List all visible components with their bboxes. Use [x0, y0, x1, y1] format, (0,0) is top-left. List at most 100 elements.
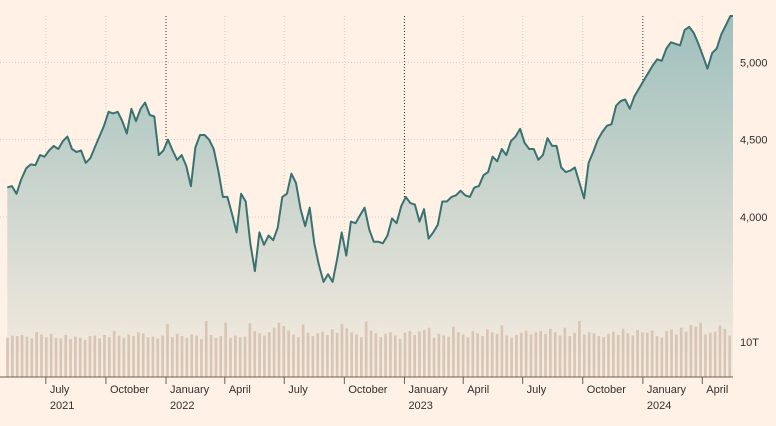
volume-bar [379, 337, 383, 377]
axes: 10T [0, 337, 759, 378]
volume-bar [151, 336, 155, 377]
y-tick-label: 4,000 [740, 212, 768, 224]
price-area [7, 16, 734, 377]
volume-bar [321, 331, 324, 377]
y-tick-label: 5,000 [740, 57, 768, 69]
volume-bar [267, 332, 271, 377]
volume-bar [573, 332, 576, 377]
volume-bar [340, 323, 344, 377]
x-tick-label-month: January [647, 384, 687, 396]
volume-bar [597, 336, 601, 377]
volume-bar [209, 335, 213, 377]
volume-bar [297, 337, 300, 377]
y-tick-label: 4,500 [740, 135, 768, 147]
volume-bar [200, 338, 203, 377]
volume-bar [137, 332, 140, 377]
x-tick-label-month: April [706, 384, 728, 396]
volume-bar [500, 325, 504, 377]
volume-bar [660, 337, 664, 377]
volume-bar [393, 335, 397, 377]
volume-bar [161, 335, 164, 377]
volume-bar [650, 330, 654, 377]
volume-bar [180, 336, 184, 377]
x-tick-label-year: 2023 [408, 400, 432, 412]
x-tick-label-month: July [50, 384, 70, 396]
volume-bar [301, 324, 305, 377]
volume-bar [641, 332, 644, 377]
volume-bar [621, 328, 625, 377]
volume-bar [214, 337, 218, 377]
volume-bar [35, 332, 38, 377]
volume-bar [418, 331, 421, 377]
volume-bar [592, 333, 596, 377]
volume-bar [403, 332, 407, 377]
volume-bar [398, 338, 402, 377]
volume-bar [25, 336, 29, 377]
volume-bar [587, 332, 591, 377]
volume-bar [437, 333, 441, 377]
volume-bar [248, 323, 252, 377]
volume-bar [83, 340, 87, 377]
volume-bar [326, 335, 329, 377]
volume-bar [355, 334, 358, 377]
volume-bar [6, 337, 9, 377]
volume-bar [447, 336, 450, 377]
x-tick-label-month: April [467, 384, 489, 396]
volume-bar [626, 333, 630, 377]
volume-bar [723, 328, 727, 377]
volume-bar [452, 326, 455, 377]
volume-bar [563, 327, 567, 377]
volume-bar [718, 325, 722, 377]
volume-bar [553, 332, 557, 377]
volume-bar [704, 334, 707, 377]
volume-bar [461, 334, 465, 377]
volume-bar [98, 338, 101, 377]
x-tick-label-month: July [527, 384, 547, 396]
volume-bar [544, 333, 547, 377]
volume-bar [675, 334, 678, 377]
volume-bar [645, 332, 649, 377]
volume-bar [127, 334, 131, 377]
volume-bar [699, 322, 702, 377]
volume-bar [408, 331, 412, 377]
volume-bar [442, 335, 446, 377]
volume-bar [655, 336, 659, 377]
volume-bar [93, 335, 97, 377]
volume-bar [345, 328, 349, 377]
volume-bar [316, 333, 320, 377]
volume-bar [44, 337, 48, 377]
volume-bar [466, 337, 470, 377]
volume-bar [175, 333, 179, 377]
volume-bar [360, 337, 363, 377]
volume-bar [277, 322, 281, 377]
volume-bar [258, 333, 261, 377]
volume-bar [374, 333, 378, 377]
volume-label: 10T [740, 337, 759, 349]
volume-bar [11, 335, 14, 377]
volume-bar [529, 334, 533, 377]
x-tick-label-month: July [288, 384, 308, 396]
volume-bar [141, 333, 145, 377]
volume-bar [432, 337, 436, 377]
volume-bar [78, 337, 82, 377]
x-tick-label-month: October [587, 384, 626, 396]
volume-bar [122, 337, 126, 377]
volume-bar [713, 331, 717, 377]
volume-bar [423, 329, 426, 377]
volume-bar [166, 323, 169, 377]
x-tick-label-month: April [229, 384, 251, 396]
volume-bar [456, 332, 460, 377]
x-tick-label-year: 2024 [647, 400, 671, 412]
volume-bar [582, 334, 586, 377]
volume-bars [6, 321, 732, 377]
volume-bar [665, 331, 669, 377]
volume-bar [30, 338, 34, 377]
volume-bar [330, 329, 334, 377]
volume-bar [15, 336, 19, 377]
volume-bar [195, 335, 198, 377]
volume-bar [243, 336, 247, 377]
volume-bar [708, 332, 712, 377]
volume-bar [471, 331, 475, 377]
volume-bar [185, 337, 189, 377]
